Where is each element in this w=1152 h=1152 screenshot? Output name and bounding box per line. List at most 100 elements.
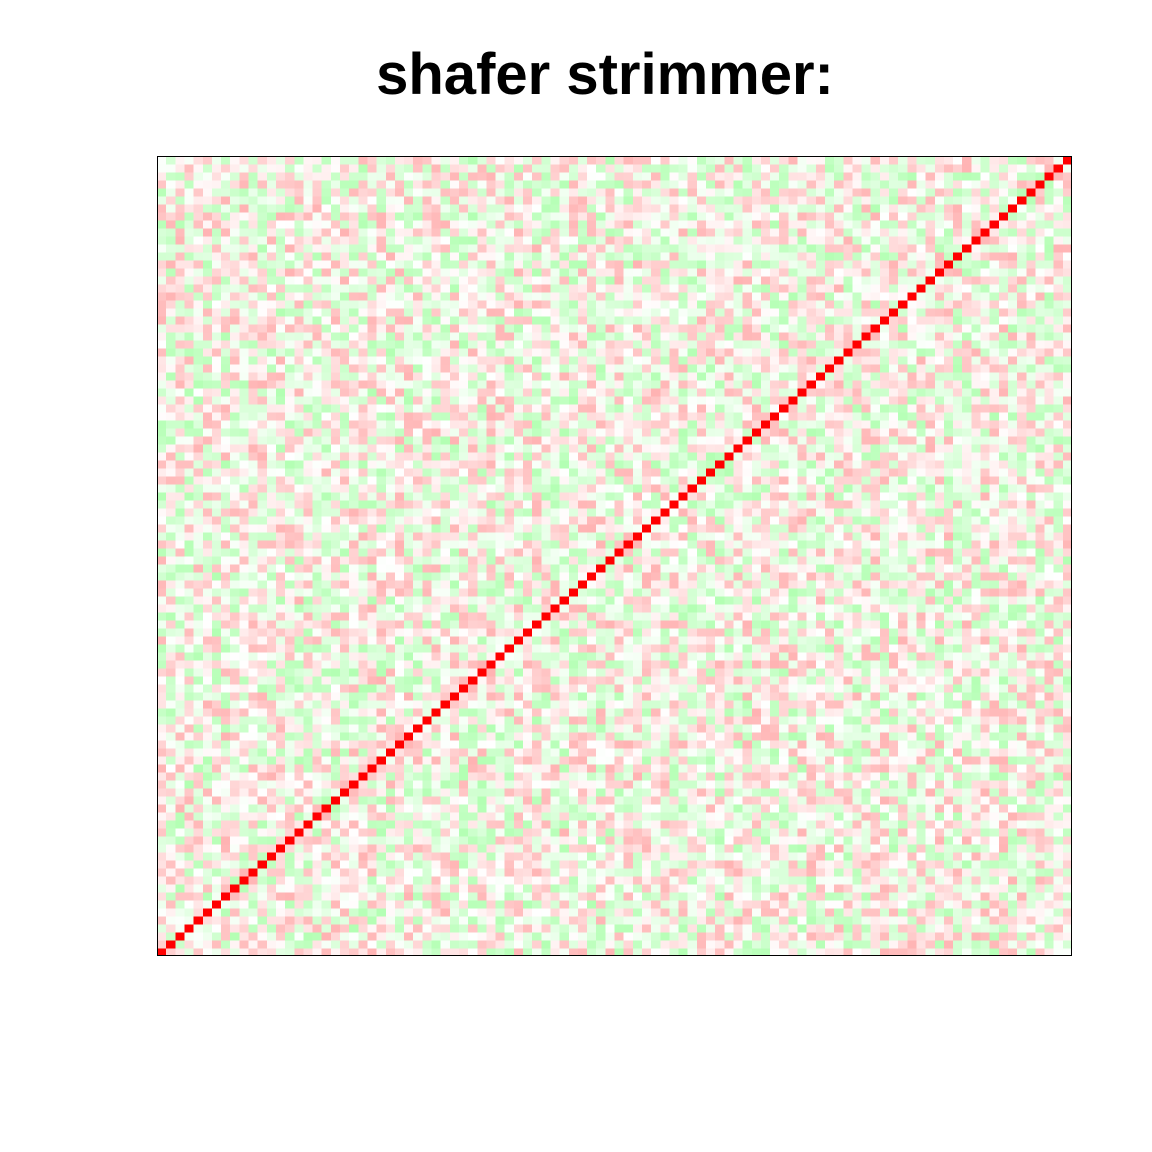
heatmap-cell <box>340 916 350 925</box>
heatmap-cell <box>211 876 222 885</box>
heatmap-cell <box>184 180 195 189</box>
heatmap-cell <box>431 236 442 245</box>
heatmap-cell <box>587 236 597 245</box>
heatmap-cell <box>440 628 451 637</box>
heatmap-cell <box>449 628 460 637</box>
heatmap-cell <box>486 468 497 477</box>
heatmap-cell <box>193 852 204 861</box>
heatmap-cell <box>477 948 487 956</box>
heatmap-cell <box>413 388 423 397</box>
heatmap-cell <box>605 900 616 909</box>
heatmap-cell <box>605 252 616 261</box>
heatmap-diagonal-cell <box>596 564 606 573</box>
heatmap-diagonal-cell <box>358 772 369 781</box>
heatmap-cell <box>175 508 186 517</box>
heatmap-cell <box>330 348 341 357</box>
heatmap-cell <box>266 268 277 277</box>
heatmap-cell <box>157 412 167 421</box>
heatmap-cell <box>587 804 597 813</box>
heatmap-cell <box>587 748 597 757</box>
heatmap-cell <box>376 364 387 373</box>
heatmap-cell <box>504 252 515 261</box>
heatmap-cell <box>349 588 359 597</box>
heatmap-cell <box>495 836 506 845</box>
heatmap-cell <box>440 276 451 285</box>
heatmap-cell <box>184 188 195 197</box>
heatmap-cell <box>303 556 314 565</box>
heatmap-cell <box>431 452 442 461</box>
heatmap-cell <box>413 716 423 725</box>
heatmap-cell <box>422 732 433 741</box>
heatmap-cell <box>605 876 616 885</box>
heatmap-cell <box>266 668 277 677</box>
heatmap-cell <box>568 740 579 749</box>
heatmap-cell <box>495 420 506 429</box>
heatmap-cell <box>532 172 542 181</box>
heatmap-cell <box>221 708 231 717</box>
heatmap-cell <box>596 396 606 405</box>
heatmap-cell <box>605 924 616 933</box>
heatmap-cell <box>211 588 222 597</box>
heatmap-cell <box>257 164 268 173</box>
heatmap-cell <box>166 532 176 541</box>
heatmap-cell <box>239 804 250 813</box>
heatmap-cell <box>211 452 222 461</box>
heatmap-cell <box>458 900 469 909</box>
heatmap-cell <box>468 516 478 525</box>
heatmap-cell <box>211 580 222 589</box>
heatmap-cell <box>248 660 259 669</box>
heatmap-cell <box>458 228 469 237</box>
heatmap-cell <box>513 540 524 549</box>
heatmap-cell <box>440 748 451 757</box>
heatmap-cell <box>577 308 588 317</box>
heatmap-cell <box>559 652 570 661</box>
heatmap-cell <box>367 228 378 237</box>
heatmap-cell <box>513 332 524 341</box>
heatmap-cell <box>568 628 579 637</box>
heatmap-cell <box>449 308 460 317</box>
heatmap-cell <box>577 332 588 341</box>
heatmap-cell <box>239 580 250 589</box>
heatmap-cell <box>349 212 359 221</box>
heatmap-cell <box>504 452 515 461</box>
heatmap-cell <box>166 612 176 621</box>
heatmap-cell <box>495 628 506 637</box>
heatmap-cell <box>303 940 314 949</box>
heatmap-cell <box>449 180 460 189</box>
heatmap-cell <box>257 436 268 445</box>
heatmap-cell <box>385 196 396 205</box>
heatmap-cell <box>504 244 515 253</box>
heatmap-cell <box>285 516 295 525</box>
heatmap-cell <box>202 948 213 956</box>
heatmap-cell <box>166 820 176 829</box>
heatmap-cell <box>349 852 359 861</box>
heatmap-cell <box>577 492 588 501</box>
heatmap-cell <box>605 452 616 461</box>
heatmap-cell <box>504 484 515 493</box>
heatmap-cell <box>541 340 552 349</box>
heatmap-cell <box>157 820 167 829</box>
heatmap-cell <box>202 860 213 869</box>
heatmap-cell <box>294 916 304 925</box>
heatmap-cell <box>477 644 487 653</box>
heatmap-cell <box>221 164 231 173</box>
heatmap-cell <box>157 388 167 397</box>
heatmap-cell <box>257 740 268 749</box>
heatmap-cell <box>587 252 597 261</box>
heatmap-cell <box>449 268 460 277</box>
heatmap-cell <box>458 436 469 445</box>
heatmap-cell <box>431 548 442 557</box>
heatmap-cell <box>550 156 561 165</box>
heatmap-cell <box>404 684 414 693</box>
heatmap-cell <box>321 636 332 645</box>
heatmap-cell <box>248 620 259 629</box>
heatmap-cell <box>523 436 533 445</box>
heatmap-cell <box>513 364 524 373</box>
heatmap-cell <box>175 692 186 701</box>
heatmap-cell <box>193 260 204 269</box>
heatmap-cell <box>330 332 341 341</box>
heatmap-cell <box>285 692 295 701</box>
heatmap-cell <box>422 900 433 909</box>
heatmap-cell <box>504 324 515 333</box>
heatmap-cell <box>221 428 231 437</box>
